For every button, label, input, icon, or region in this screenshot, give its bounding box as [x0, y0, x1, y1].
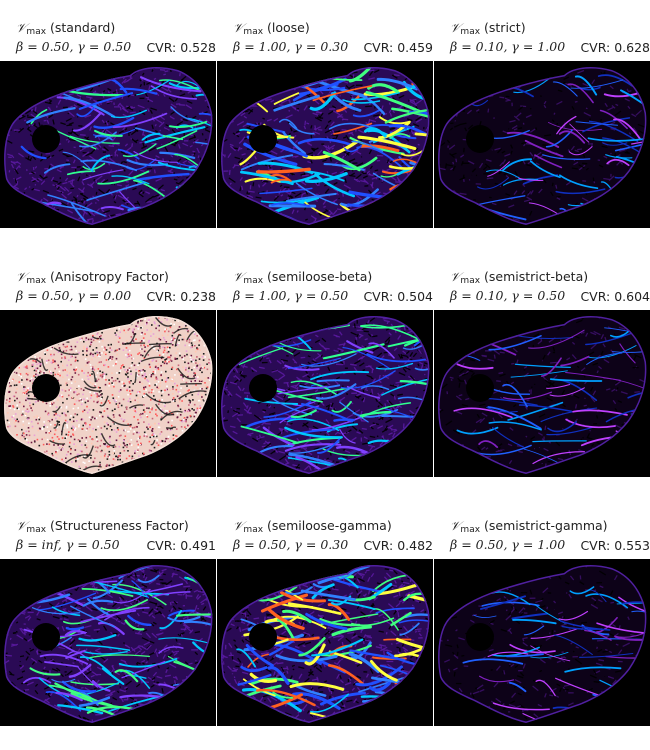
vesselness-image [0, 61, 216, 228]
panel-cvr: CVR: 0.553 [580, 538, 650, 553]
panel-variant: (semiloose-gamma) [267, 518, 392, 533]
v-symbol: 𝒱 [16, 20, 27, 35]
panel-variant: (Anisotropy Factor) [50, 269, 169, 284]
v-symbol: 𝒱 [233, 269, 244, 284]
lumen-hole [32, 623, 60, 651]
vesselness-image [217, 310, 433, 477]
v-symbol: 𝒱 [450, 20, 461, 35]
vesselness-image [434, 61, 650, 228]
panel-title: 𝒱max (Anisotropy Factor) [16, 269, 169, 286]
panel-params: β = 0.50, γ = 0.50 [16, 39, 132, 54]
vesselness-image [0, 310, 216, 477]
panel-params: β = 0.10, γ = 0.50 [450, 288, 566, 303]
panel-variant: (Structureness Factor) [50, 518, 189, 533]
heart-slice-render [0, 61, 216, 228]
panel-cvr: CVR: 0.528 [146, 40, 216, 55]
panel-variant: (semistrict-gamma) [484, 518, 608, 533]
panel-title: 𝒱max (semistrict-gamma) [450, 518, 608, 535]
panel-params: β = inf, γ = 0.50 [16, 537, 120, 552]
lumen-hole [249, 623, 277, 651]
vesselness-image [434, 310, 650, 477]
lumen-hole [32, 125, 60, 153]
v-symbol: 𝒱 [16, 269, 27, 284]
panel-variant: (loose) [267, 20, 310, 35]
lumen-hole [466, 374, 494, 402]
v-subscript: max [26, 525, 47, 535]
heart-slice-render [217, 559, 433, 726]
panel-variant: (semistrict-beta) [484, 269, 589, 284]
panel-cvr: CVR: 0.482 [363, 538, 433, 553]
lumen-hole [32, 374, 60, 402]
v-subscript: max [243, 276, 264, 286]
panel-title: 𝒱max (Structureness Factor) [16, 518, 189, 535]
vesselness-image [434, 559, 650, 726]
v-subscript: max [26, 276, 47, 286]
v-symbol: 𝒱 [450, 518, 461, 533]
lumen-hole [466, 623, 494, 651]
heart-slice-render [434, 559, 650, 726]
lumen-hole [466, 125, 494, 153]
v-subscript: max [460, 276, 481, 286]
panel-params: β = 0.10, γ = 1.00 [450, 39, 566, 54]
panel-title: 𝒱max (standard) [16, 20, 115, 37]
vesselness-image [0, 559, 216, 726]
panel-cvr: CVR: 0.504 [363, 289, 433, 304]
heart-slice-render [0, 310, 216, 477]
heart-slice-render [217, 310, 433, 477]
lumen-hole [249, 374, 277, 402]
heart-slice-render [434, 310, 650, 477]
v-subscript: max [460, 525, 481, 535]
panel-cvr: CVR: 0.604 [580, 289, 650, 304]
v-symbol: 𝒱 [450, 269, 461, 284]
panel-cvr: CVR: 0.491 [146, 538, 216, 553]
vesselness-image [217, 559, 433, 726]
v-symbol: 𝒱 [233, 20, 244, 35]
v-symbol: 𝒱 [233, 518, 244, 533]
panel-title: 𝒱max (loose) [233, 20, 310, 37]
panel-cvr: CVR: 0.459 [363, 40, 433, 55]
vesselness-image [217, 61, 433, 228]
heart-slice-render [0, 559, 216, 726]
v-subscript: max [26, 27, 47, 37]
v-symbol: 𝒱 [16, 518, 27, 533]
panel-params: β = 0.50, γ = 1.00 [450, 537, 566, 552]
heart-slice-render [217, 61, 433, 228]
panel-cvr: CVR: 0.628 [580, 40, 650, 55]
panel-params: β = 0.50, γ = 0.00 [16, 288, 132, 303]
panel-title: 𝒱max (semistrict-beta) [450, 269, 588, 286]
panel-params: β = 0.50, γ = 0.30 [233, 537, 349, 552]
panel-variant: (semiloose-beta) [267, 269, 373, 284]
v-subscript: max [460, 27, 481, 37]
heart-slice-render [434, 61, 650, 228]
lumen-hole [249, 125, 277, 153]
panel-cvr: CVR: 0.238 [146, 289, 216, 304]
panel-title: 𝒱max (strict) [450, 20, 526, 37]
v-subscript: max [243, 27, 264, 37]
v-subscript: max [243, 525, 264, 535]
panel-variant: (standard) [50, 20, 116, 35]
panel-variant: (strict) [484, 20, 526, 35]
panel-title: 𝒱max (semiloose-gamma) [233, 518, 392, 535]
panel-title: 𝒱max (semiloose-beta) [233, 269, 372, 286]
panel-params: β = 1.00, γ = 0.30 [233, 39, 349, 54]
panel-params: β = 1.00, γ = 0.50 [233, 288, 349, 303]
